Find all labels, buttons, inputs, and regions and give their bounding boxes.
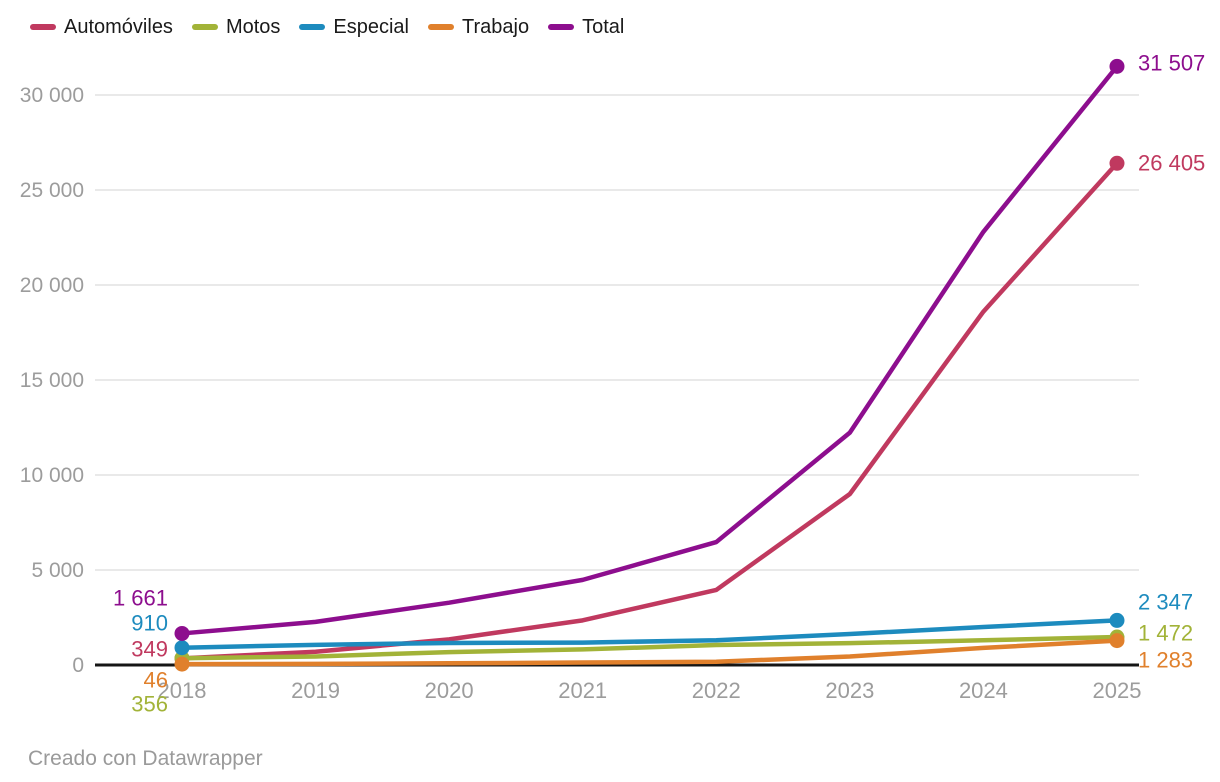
- series-line-total: [179, 64, 1120, 636]
- legend-swatch-trabajo: [428, 24, 455, 30]
- legend-label: Total: [582, 16, 625, 38]
- start-value-label-trabajo: 46: [144, 668, 168, 693]
- line-chart: 0 5 000 10 000 15 000 20 000 25 000 30 000 2018…: [20, 51, 1206, 717]
- end-value-label-total: 31 507: [1138, 51, 1205, 76]
- y-tick-label: 10 000: [20, 464, 84, 487]
- legend-swatch-especial: [299, 24, 326, 30]
- start-value-label-total: 1 661: [113, 586, 168, 611]
- legend-item-trabajo: Trabajo: [428, 15, 529, 39]
- series-point-automoviles-2025: [1109, 155, 1125, 171]
- x-tick-label: 2020: [425, 678, 474, 703]
- datawrapper-attribution-link[interactable]: Creado con Datawrapper: [28, 747, 263, 770]
- legend-swatch-automoviles: [30, 24, 56, 30]
- series-line-automoviles: [179, 161, 1120, 661]
- start-value-label-motos: 356: [131, 692, 168, 717]
- start-value-label-automoviles: 349: [131, 637, 168, 662]
- chart-legend: Automóviles Motos Especial Trabajo Total: [30, 15, 624, 39]
- y-tick-label: 0: [72, 654, 84, 677]
- series-point-trabajo-2025: [1109, 633, 1125, 649]
- series-point-especial-2018: [174, 640, 190, 656]
- series-point-total-2025: [1109, 58, 1125, 74]
- legend-item-especial: Especial: [299, 15, 409, 39]
- legend-label: Trabajo: [462, 16, 530, 38]
- series-line-motos: [179, 634, 1120, 661]
- legend-label: Motos: [225, 16, 281, 38]
- series-point-trabajo-2018: [174, 656, 190, 672]
- y-tick-label: 20 000: [20, 274, 84, 297]
- legend-label: Automóviles: [64, 16, 173, 38]
- y-tick-label: 25 000: [20, 179, 84, 202]
- series-line-trabajo: [179, 638, 1120, 667]
- end-value-label-motos: 1 472: [1138, 621, 1193, 646]
- series-line-especial: [179, 618, 1120, 650]
- x-tick-label: 2019: [291, 678, 340, 703]
- series-point-especial-2025: [1109, 612, 1125, 628]
- legend-swatch-motos: [191, 24, 218, 30]
- x-tick-label: 2021: [558, 678, 607, 703]
- x-tick-label: 2018: [158, 678, 207, 703]
- legend-label: Especial: [333, 16, 410, 38]
- y-tick-label: 30 000: [20, 84, 84, 107]
- x-tick-label: 2025: [1093, 678, 1142, 703]
- x-tick-label: 2022: [692, 678, 741, 703]
- end-value-label-trabajo: 1 283: [1138, 648, 1193, 673]
- y-tick-label: 15 000: [20, 369, 84, 392]
- x-tick-label: 2023: [825, 678, 874, 703]
- end-value-label-especial: 2 347: [1138, 590, 1193, 615]
- legend-item-motos: Motos: [191, 15, 281, 39]
- legend-item-automoviles: Automóviles: [30, 15, 173, 39]
- legend-swatch-total: [548, 24, 575, 30]
- legend-item-total: Total: [548, 15, 624, 39]
- series-point-total-2018: [174, 625, 190, 641]
- start-value-label-especial: 910: [131, 611, 168, 636]
- x-tick-label: 2024: [959, 678, 1008, 703]
- end-value-label-automoviles: 26 405: [1138, 151, 1205, 176]
- y-tick-label: 5 000: [31, 559, 84, 582]
